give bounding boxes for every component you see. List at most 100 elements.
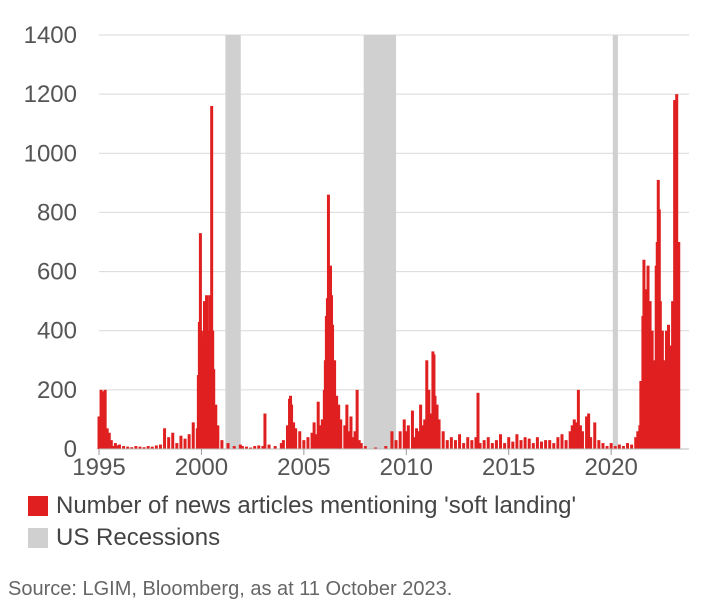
recession-band — [363, 35, 397, 449]
bar — [671, 301, 675, 449]
x-tick-label: 2015 — [482, 454, 535, 475]
bar — [122, 446, 126, 449]
bar — [667, 324, 671, 449]
bar — [302, 440, 306, 449]
bar — [167, 437, 171, 449]
bar — [134, 446, 138, 449]
bar — [146, 446, 150, 449]
y-axis: 0 200 400 600 800 1000 1200 1400 — [24, 22, 77, 463]
bar — [466, 437, 470, 449]
bar — [503, 443, 507, 449]
bar — [384, 446, 388, 449]
bar — [339, 419, 343, 449]
bar — [99, 389, 103, 449]
bar — [363, 446, 367, 449]
bar — [652, 360, 656, 449]
bar — [433, 395, 437, 449]
bar — [150, 446, 154, 449]
bar — [402, 419, 406, 449]
bar — [634, 437, 638, 449]
bar — [267, 444, 271, 449]
bar — [320, 419, 324, 449]
bar — [677, 242, 681, 449]
bar — [507, 437, 511, 449]
bar — [210, 105, 214, 449]
bar — [343, 425, 347, 449]
bar — [314, 434, 318, 449]
bar — [316, 401, 320, 449]
bar — [476, 392, 480, 449]
bar — [572, 419, 576, 449]
bar — [142, 447, 146, 449]
bar — [117, 444, 121, 449]
bar — [662, 360, 666, 449]
source-note: Source: LGIM, Bloomberg, as at 11 Octobe… — [8, 578, 453, 600]
x-tick-label: 2010 — [380, 454, 433, 475]
bar — [519, 440, 523, 449]
bar — [486, 437, 490, 449]
bar — [580, 431, 584, 449]
bar — [245, 446, 248, 449]
bar — [531, 443, 535, 449]
bar — [425, 360, 429, 449]
bar — [312, 422, 316, 449]
bar — [115, 445, 119, 449]
bar — [564, 440, 568, 449]
bar — [163, 428, 167, 449]
legend-swatch-recessions — [28, 528, 48, 548]
bar — [306, 437, 310, 449]
bar — [552, 443, 556, 449]
bar — [111, 446, 115, 449]
y-tick-label: 0 — [64, 436, 77, 463]
bar — [249, 447, 253, 449]
recession-band — [225, 35, 241, 449]
bar — [292, 422, 296, 449]
bar — [263, 413, 267, 449]
bar — [406, 425, 410, 449]
bar — [333, 360, 337, 449]
bar — [617, 444, 621, 449]
bar — [650, 330, 654, 449]
bar — [220, 440, 224, 449]
chart: 1995 2000 2005 2010 2015 2020 0 200 400 600 800 10… — [24, 22, 689, 475]
legend-label-recessions: US Recessions — [56, 524, 221, 551]
y-tick-label: 1200 — [24, 81, 77, 108]
bar — [675, 94, 679, 450]
bar — [585, 416, 589, 449]
bar — [453, 440, 457, 449]
bar — [257, 445, 261, 449]
bar — [351, 437, 355, 449]
bar — [355, 389, 359, 449]
bar — [621, 446, 625, 449]
bar — [664, 330, 668, 449]
bar — [548, 440, 552, 449]
bar — [593, 422, 597, 449]
bar — [578, 425, 582, 449]
bar — [490, 443, 494, 449]
bar — [570, 425, 574, 449]
bar — [449, 437, 453, 449]
bar — [216, 425, 220, 449]
bar — [357, 440, 361, 449]
bar — [345, 404, 349, 449]
bar — [404, 431, 408, 449]
bar — [290, 404, 294, 449]
bar — [648, 301, 652, 449]
x-tick-label: 1995 — [72, 454, 125, 475]
bar — [644, 289, 648, 449]
bar — [199, 330, 203, 449]
bar — [605, 446, 609, 449]
bar — [191, 422, 195, 449]
bar — [412, 437, 416, 449]
bar — [273, 446, 277, 449]
legend: Number of news articles mentioning 'soft… — [28, 490, 576, 554]
y-tick-label: 1000 — [24, 140, 77, 167]
bar — [238, 444, 242, 449]
bar — [175, 443, 179, 449]
bar — [261, 446, 265, 449]
bar — [126, 446, 130, 449]
bar — [410, 410, 414, 449]
x-tick-label: 2020 — [584, 454, 637, 475]
bar — [212, 369, 216, 449]
bar — [101, 391, 105, 449]
